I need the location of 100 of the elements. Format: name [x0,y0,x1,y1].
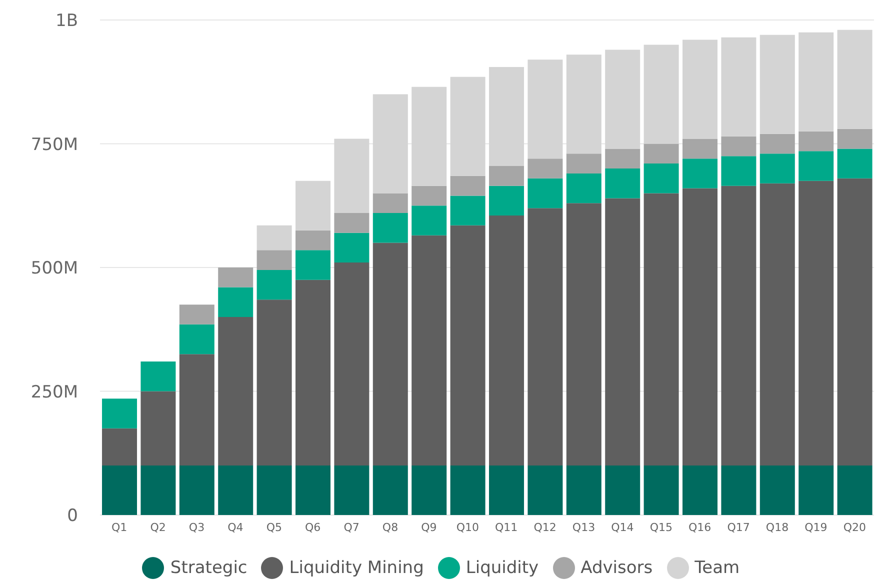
legend-label: Liquidity Mining [289,558,424,578]
bar [721,37,756,136]
legend-label: Advisors [580,558,653,578]
bar [140,466,176,515]
y-tick-label: 1B [56,11,78,32]
bar [489,466,524,515]
x-tick-label: Q17 [727,520,750,534]
bar [179,324,214,354]
bar [798,180,834,466]
bar [489,166,524,186]
bar [721,136,756,156]
bar [140,391,176,466]
bar [296,280,330,466]
bar [412,206,447,236]
bar [489,186,524,216]
bar [412,186,447,206]
bar [179,304,214,324]
bar [798,32,834,132]
legend-label: Liquidity [466,558,539,578]
bar [102,466,137,515]
y-tick-label: 500M [30,258,78,279]
bar [256,270,292,300]
bar [566,54,602,154]
bar [528,60,563,159]
x-tick-label: Q12 [534,520,556,534]
bar [721,186,756,466]
bar [644,144,679,164]
x-tick-label: Q10 [456,520,479,534]
bar [296,250,330,280]
bar [837,178,872,466]
bar [334,213,370,233]
bar [296,230,330,250]
bar [489,67,524,166]
bar [296,466,330,515]
bar [140,362,176,392]
bar [412,235,447,466]
bar [334,138,370,214]
bar [682,158,718,188]
bar [566,154,602,174]
bar [605,466,640,515]
bar [682,40,718,139]
bar [372,466,408,515]
y-tick-label: 750M [30,134,78,155]
bar [179,466,214,515]
bar [566,173,602,204]
bar [605,168,640,198]
bar [334,466,370,515]
x-tick-label: Q7 [344,520,360,534]
bar [528,178,563,208]
bar [682,138,718,159]
x-tick-label: Q2 [150,520,166,534]
bar [102,398,137,428]
bar [605,198,640,466]
bar [566,203,602,466]
x-tick-label: Q3 [188,520,205,534]
bar [721,156,756,186]
bar [760,134,795,154]
bar [605,148,640,168]
bar [528,466,563,515]
bar [837,30,872,129]
bar [682,188,718,466]
bar [682,466,718,515]
x-tick-label: Q14 [611,520,634,534]
bar [412,86,447,186]
x-tick-label: Q15 [650,520,672,534]
bar [644,466,679,515]
bar [644,164,679,194]
x-tick-label: Q16 [688,520,712,534]
x-tick-label: Q5 [266,520,282,534]
bar [798,151,834,181]
x-tick-label: Q18 [766,520,789,534]
bar [218,466,254,515]
bar [218,287,254,317]
x-tick-label: Q8 [382,520,398,534]
bar [489,216,524,466]
bar [179,354,214,466]
bar [721,466,756,515]
bar [760,466,795,515]
bar [256,300,292,466]
bar [256,250,292,270]
bar [566,466,602,515]
y-tick-label: 0 [67,506,78,526]
x-tick-label: Q9 [421,520,437,534]
bar [798,466,834,515]
bar [760,154,795,184]
bar [837,466,872,515]
bar [102,428,137,466]
bar [605,50,640,149]
bar [760,183,795,466]
bar [412,466,447,515]
x-tick-label: Q6 [305,520,321,534]
x-tick-label: Q19 [804,520,828,534]
x-tick-label: Q1 [112,520,128,534]
bar [296,180,330,230]
bar [372,94,408,194]
bar [760,34,795,134]
legend-label: Strategic [170,558,248,578]
bar [334,262,370,466]
bar [256,466,292,515]
x-tick-label: Q20 [843,520,866,534]
